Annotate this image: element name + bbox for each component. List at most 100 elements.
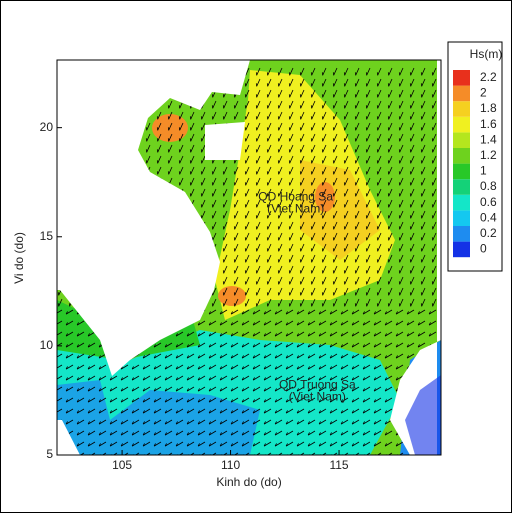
arrow-head bbox=[362, 377, 365, 381]
arrow-head bbox=[241, 410, 244, 414]
arrow-head bbox=[329, 322, 332, 326]
arrow bbox=[432, 89, 437, 98]
arrow bbox=[241, 419, 250, 425]
arrow bbox=[428, 331, 437, 337]
arrow-head bbox=[197, 333, 200, 337]
arrow bbox=[395, 331, 404, 337]
arrow bbox=[289, 276, 294, 285]
arrow-head bbox=[373, 443, 376, 447]
arrow bbox=[87, 364, 96, 370]
arrow bbox=[190, 166, 195, 175]
annotations: QD Hoang Sa(Viet Nam)QD Truong Sa(Viet N… bbox=[258, 190, 356, 404]
arrow-head bbox=[208, 377, 211, 381]
arrow bbox=[395, 353, 404, 359]
arrow bbox=[351, 430, 360, 436]
arrow-head bbox=[428, 311, 431, 315]
arrow bbox=[410, 78, 415, 87]
arrow bbox=[234, 276, 239, 285]
arrow-head bbox=[373, 410, 376, 414]
arrow bbox=[278, 276, 283, 285]
arrow bbox=[76, 364, 85, 370]
arrow bbox=[274, 441, 283, 447]
arrow bbox=[179, 166, 184, 175]
arrow bbox=[410, 221, 415, 230]
arrow bbox=[278, 89, 283, 98]
arrow-head bbox=[197, 399, 200, 403]
arrow bbox=[296, 430, 305, 436]
arrow bbox=[421, 210, 426, 219]
arrow-head bbox=[186, 377, 189, 381]
arrow-head bbox=[142, 443, 145, 447]
arrow bbox=[432, 177, 437, 186]
colorbar-swatch bbox=[453, 116, 470, 133]
arrow bbox=[351, 419, 360, 425]
arrow bbox=[344, 78, 349, 87]
arrow-head bbox=[395, 443, 398, 447]
arrow bbox=[252, 364, 261, 370]
arrow bbox=[311, 210, 316, 219]
arrow bbox=[333, 122, 338, 131]
arrow bbox=[365, 452, 371, 455]
arrow-head bbox=[230, 344, 233, 348]
arrow-head bbox=[208, 355, 211, 359]
arrow bbox=[300, 89, 305, 98]
arrow-head bbox=[87, 366, 90, 370]
arrow bbox=[307, 419, 316, 425]
arrow-head bbox=[208, 322, 211, 326]
arrow bbox=[322, 243, 327, 252]
arrow-head bbox=[98, 432, 101, 436]
arrow bbox=[322, 111, 327, 120]
arrow-head bbox=[153, 388, 156, 392]
arrow-head bbox=[329, 377, 332, 381]
arrow bbox=[318, 430, 327, 436]
arrow bbox=[399, 221, 404, 230]
arrow bbox=[399, 265, 404, 274]
arrow bbox=[340, 408, 349, 414]
arrow bbox=[230, 342, 239, 348]
arrow bbox=[179, 144, 184, 153]
arrow bbox=[256, 166, 261, 175]
arrow bbox=[410, 265, 415, 274]
arrow bbox=[399, 210, 404, 219]
arrow bbox=[252, 397, 261, 403]
arrow bbox=[212, 177, 217, 186]
arrow bbox=[322, 78, 327, 87]
arrow bbox=[120, 408, 129, 414]
arrow-head bbox=[318, 344, 321, 348]
arrow bbox=[65, 364, 74, 370]
arrow bbox=[366, 89, 371, 98]
arrow bbox=[201, 177, 206, 186]
arrow-head bbox=[131, 366, 134, 370]
arrow-head bbox=[219, 399, 222, 403]
arrow-head bbox=[351, 322, 354, 326]
arrow-head bbox=[109, 421, 112, 425]
arrow-head bbox=[395, 311, 398, 315]
arrow-head bbox=[131, 443, 134, 447]
arrow bbox=[87, 430, 96, 436]
arrow bbox=[109, 441, 118, 447]
arrow bbox=[322, 89, 327, 98]
arrow bbox=[164, 375, 173, 381]
arrow bbox=[366, 199, 371, 208]
arrow bbox=[197, 364, 206, 370]
arrow bbox=[208, 320, 217, 326]
arrow bbox=[109, 430, 118, 436]
arrow bbox=[362, 408, 371, 414]
arrow-head bbox=[384, 344, 387, 348]
arrow bbox=[278, 78, 283, 87]
arrow bbox=[344, 199, 349, 208]
arrow bbox=[274, 342, 283, 348]
arrow-head bbox=[142, 355, 145, 359]
arrow bbox=[212, 199, 217, 208]
arrow bbox=[384, 397, 393, 403]
arrow bbox=[340, 386, 349, 392]
arrow bbox=[377, 188, 382, 197]
arrow bbox=[366, 276, 371, 285]
arrow-head bbox=[263, 410, 266, 414]
arrow bbox=[278, 221, 283, 230]
arrow-head bbox=[109, 377, 112, 381]
arrow bbox=[245, 78, 250, 87]
arrow bbox=[263, 342, 272, 348]
arrow-head bbox=[362, 443, 365, 447]
arrow bbox=[300, 298, 305, 307]
